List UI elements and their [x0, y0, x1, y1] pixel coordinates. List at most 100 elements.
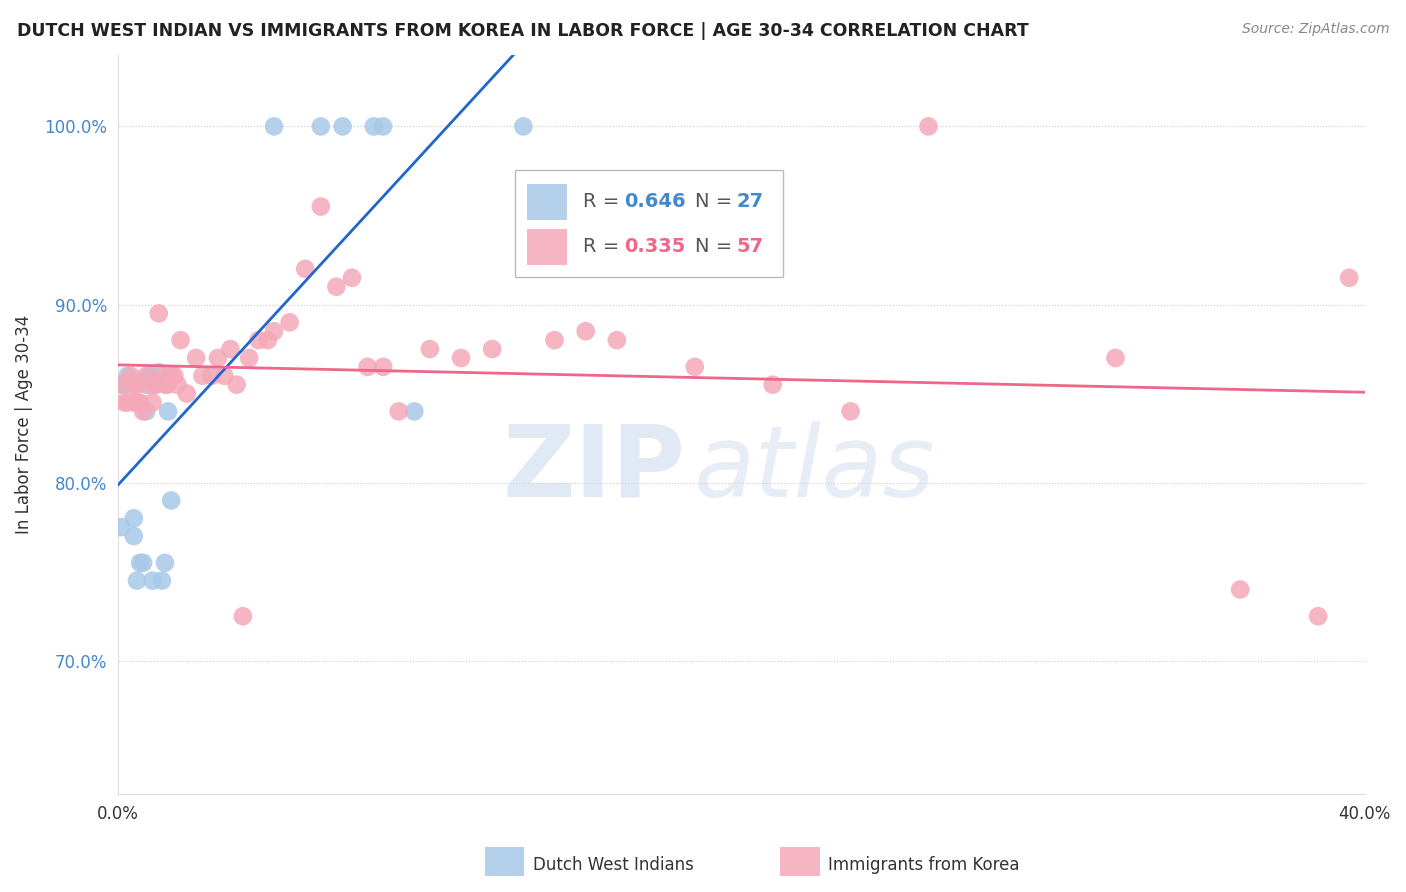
Text: DUTCH WEST INDIAN VS IMMIGRANTS FROM KOREA IN LABOR FORCE | AGE 30-34 CORRELATIO: DUTCH WEST INDIAN VS IMMIGRANTS FROM KOR…: [17, 22, 1029, 40]
Y-axis label: In Labor Force | Age 30-34: In Labor Force | Age 30-34: [15, 315, 32, 534]
Text: N =: N =: [696, 237, 740, 256]
Text: R =: R =: [583, 237, 626, 256]
Point: [132, 556, 155, 570]
Text: Dutch West Indians: Dutch West Indians: [533, 856, 693, 874]
Text: Source: ZipAtlas.com: Source: ZipAtlas.com: [1241, 22, 1389, 37]
Point: [388, 404, 411, 418]
Point: [176, 386, 198, 401]
Point: [212, 368, 235, 383]
Text: 0.335: 0.335: [624, 237, 686, 256]
Point: [450, 351, 472, 365]
Point: [117, 395, 139, 409]
Text: ZIP: ZIP: [502, 421, 685, 517]
Point: [132, 404, 155, 418]
FancyBboxPatch shape: [527, 229, 567, 265]
Point: [191, 368, 214, 383]
Text: 0.646: 0.646: [624, 193, 686, 211]
Point: [122, 377, 145, 392]
Point: [232, 609, 254, 624]
Point: [263, 120, 285, 134]
Point: [278, 315, 301, 329]
Point: [141, 574, 163, 588]
Point: [481, 342, 503, 356]
Point: [201, 368, 224, 383]
Point: [157, 377, 180, 392]
Point: [114, 377, 136, 392]
Text: R =: R =: [583, 193, 626, 211]
Point: [141, 395, 163, 409]
Point: [340, 270, 363, 285]
Point: [135, 377, 157, 392]
Point: [135, 368, 157, 383]
Point: [1339, 270, 1361, 285]
Point: [114, 377, 136, 392]
Point: [263, 324, 285, 338]
Point: [114, 395, 136, 409]
Text: atlas: atlas: [695, 421, 936, 517]
Point: [1104, 351, 1126, 365]
Point: [153, 377, 176, 392]
Point: [122, 395, 145, 409]
Point: [120, 368, 142, 383]
Point: [332, 120, 354, 134]
Point: [110, 377, 132, 392]
Point: [110, 520, 132, 534]
Point: [356, 359, 378, 374]
Point: [138, 368, 160, 383]
Point: [543, 333, 565, 347]
Point: [309, 120, 332, 134]
Point: [122, 529, 145, 543]
Point: [225, 377, 247, 392]
Point: [419, 342, 441, 356]
Point: [404, 404, 426, 418]
Point: [135, 404, 157, 418]
Point: [150, 368, 173, 383]
Point: [129, 395, 152, 409]
Point: [120, 377, 142, 392]
Point: [150, 574, 173, 588]
Point: [575, 324, 598, 338]
Point: [256, 333, 278, 347]
FancyBboxPatch shape: [515, 169, 783, 277]
Point: [160, 493, 183, 508]
Point: [839, 404, 862, 418]
Point: [309, 200, 332, 214]
Point: [371, 120, 394, 134]
Point: [512, 120, 534, 134]
FancyBboxPatch shape: [527, 184, 567, 219]
Point: [207, 351, 229, 365]
Point: [117, 368, 139, 383]
Text: Immigrants from Korea: Immigrants from Korea: [828, 856, 1019, 874]
Point: [157, 404, 180, 418]
Text: 57: 57: [737, 237, 763, 256]
Point: [129, 556, 152, 570]
Point: [294, 261, 316, 276]
Point: [125, 395, 148, 409]
Point: [148, 365, 170, 379]
Point: [125, 377, 148, 392]
Text: N =: N =: [696, 193, 740, 211]
Point: [238, 351, 260, 365]
Point: [163, 368, 186, 383]
Point: [169, 333, 191, 347]
Point: [606, 333, 628, 347]
Point: [145, 377, 167, 392]
Point: [184, 351, 207, 365]
Point: [325, 279, 347, 293]
Point: [363, 120, 385, 134]
Point: [122, 511, 145, 525]
Point: [762, 377, 785, 392]
Point: [166, 377, 188, 392]
Point: [219, 342, 242, 356]
Point: [247, 333, 270, 347]
Point: [371, 359, 394, 374]
Point: [148, 306, 170, 320]
Point: [683, 359, 706, 374]
Point: [138, 377, 160, 392]
Point: [125, 574, 148, 588]
Point: [1229, 582, 1251, 597]
Point: [917, 120, 939, 134]
Point: [153, 556, 176, 570]
Point: [160, 368, 183, 383]
Point: [1306, 609, 1329, 624]
